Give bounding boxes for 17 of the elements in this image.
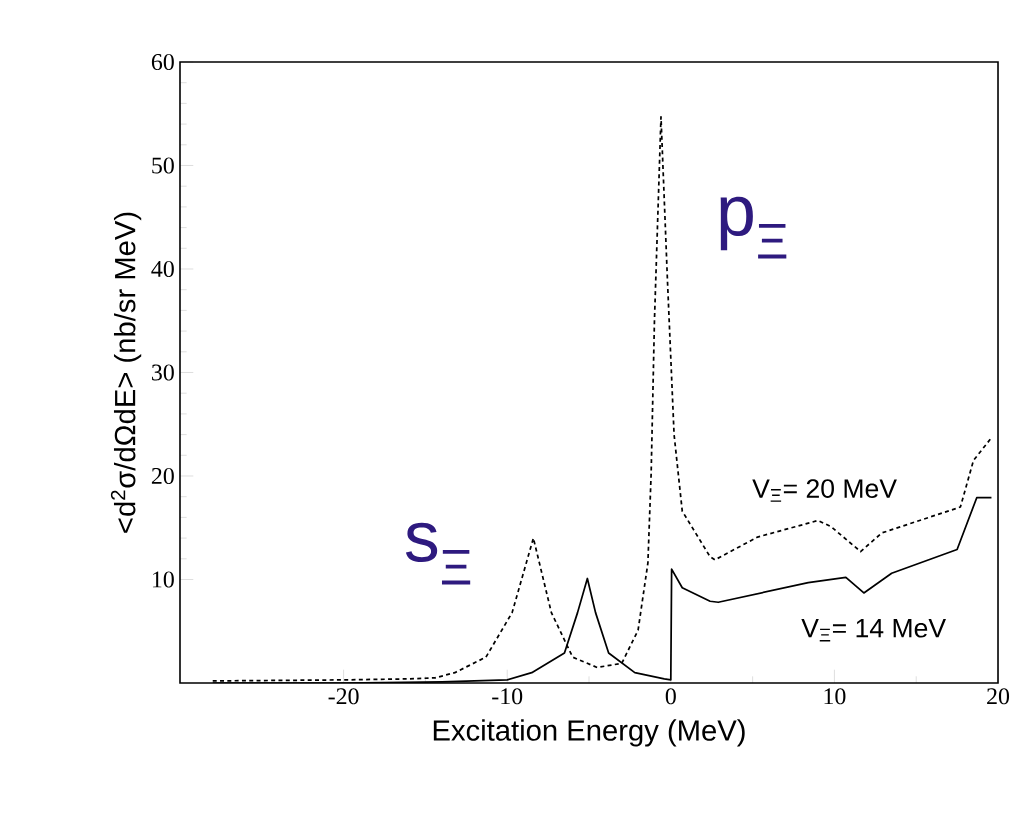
y-tick-label: 60 <box>151 53 174 71</box>
y-tick-label: 10 <box>152 571 174 588</box>
x-tick-label: 20 <box>987 688 1010 705</box>
annotation: p$_{Ξ}$ <box>720 196 787 259</box>
series-label: V$_{Ξ}$= 14 MeV <box>801 619 946 642</box>
x-tick-label: 10 <box>824 688 846 705</box>
y-tick-label: 40 <box>151 260 174 278</box>
y-axis-title: <d$^{2}$σ/dΩdE> (nb/sr MeV) <box>110 212 142 533</box>
x-axis-title: Excitation Energy (MeV) <box>433 719 745 747</box>
x-tick-label: -10 <box>492 688 523 705</box>
x-tick-label: 0 <box>665 688 676 705</box>
y-tick-label: 50 <box>152 157 174 174</box>
y-tick-label: 20 <box>151 467 174 485</box>
x-tick-label: -20 <box>328 688 359 705</box>
series-label: V$_{Ξ}$= 20 MeV <box>752 479 897 502</box>
y-tick-label: 30 <box>152 364 174 381</box>
annotation: s$_{Ξ}$ <box>405 522 471 585</box>
